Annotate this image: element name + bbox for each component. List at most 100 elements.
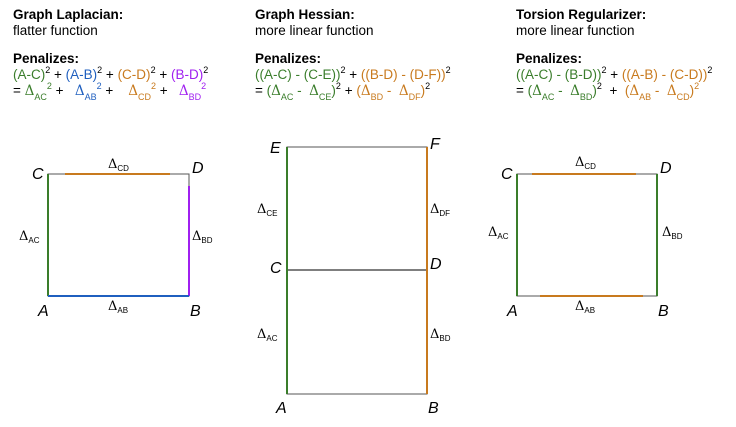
delta-symbol: Δ xyxy=(575,299,584,314)
delta-symbol: Δ xyxy=(108,157,117,172)
delta-symbol: Δ xyxy=(488,225,497,240)
panel-title: Graph Laplacian: xyxy=(13,7,124,22)
delta-symbol: Δ xyxy=(24,83,35,99)
edge-subscript: AC xyxy=(497,232,508,241)
formula-exponent: 2 xyxy=(340,64,346,75)
formula-delta-term: ΔCD xyxy=(666,83,690,101)
formula-text: ((A-C) - (C-E)) xyxy=(255,67,341,82)
formula-text: = xyxy=(516,83,528,98)
delta-subscript: AC xyxy=(280,91,294,102)
edge-subscript: AC xyxy=(28,236,39,245)
formula-exponent: 2 xyxy=(96,80,102,91)
panel-title: Torsion Regularizer: xyxy=(516,7,647,22)
panel-subtitle: flatter function xyxy=(13,23,98,38)
formula-delta-term: ΔAC xyxy=(532,83,554,101)
formula-text: + xyxy=(340,83,357,98)
formula-line-2: = ΔAC2 + ΔAB2 + ΔCD2 + ΔBD2 xyxy=(13,80,208,102)
delta-subscript: BD xyxy=(188,91,202,102)
delta-subscript: AC xyxy=(541,91,555,102)
label-delta-ce: ΔCE xyxy=(257,202,278,218)
formula-text: ( xyxy=(266,83,272,98)
delta-symbol: Δ xyxy=(430,327,439,342)
edge-subscript: CD xyxy=(117,164,129,173)
delta-subscript: AB xyxy=(639,91,652,102)
delta-symbol: Δ xyxy=(360,83,371,99)
laplacian-panel: Graph Laplacian: flatter function Penali… xyxy=(13,7,209,102)
hessian-diagram: E F C D A B ΔCE ΔDF ΔAC ΔBD xyxy=(257,136,451,417)
delta-subscript: CD xyxy=(137,91,151,102)
formula-text: - xyxy=(383,83,399,98)
delta-subscript: BD xyxy=(370,91,384,102)
formula-line-1: (A-C)2 + (A-B)2 + (C-D)2 + (B-D)2 xyxy=(13,64,209,83)
formula-text: ((A-C) - (B-D)) xyxy=(516,67,602,82)
formula-text: + xyxy=(50,67,66,82)
formula-exponent: 2 xyxy=(335,80,341,91)
formula-delta-term: ΔCD xyxy=(128,83,151,101)
delta-subscript: AB xyxy=(84,91,97,102)
formula-text: ) xyxy=(689,83,695,98)
delta-symbol: Δ xyxy=(257,327,266,342)
delta-symbol: Δ xyxy=(108,299,117,314)
laplacian-frame xyxy=(47,173,190,297)
formula-text: + xyxy=(102,67,118,82)
formula-text: + xyxy=(155,67,171,82)
node-d: D xyxy=(192,160,204,177)
formula-exponent: 2 xyxy=(425,80,431,91)
formula-text: = xyxy=(13,83,25,98)
node-f: F xyxy=(430,136,441,153)
node-a: A xyxy=(37,303,49,320)
formula-text: (A-C) xyxy=(13,67,46,82)
formula-exponent: 2 xyxy=(97,64,103,75)
formula-exponent: 2 xyxy=(601,64,607,75)
torsion-frame xyxy=(516,173,658,297)
label-delta-cd: ΔCD xyxy=(108,157,129,173)
formula-exponent: 2 xyxy=(445,64,451,75)
node-b: B xyxy=(428,400,439,417)
hessian-panel: Graph Hessian: more linear function Pena… xyxy=(255,7,451,102)
formula-exponent: 2 xyxy=(203,64,209,75)
penalizes-heading: Penalizes: xyxy=(516,51,583,66)
label-delta-bd: ΔBD xyxy=(430,327,451,343)
delta-symbol: Δ xyxy=(666,83,677,99)
formula-delta-term: ΔAC xyxy=(24,83,47,101)
formula-exponent: 2 xyxy=(201,80,207,91)
formula-text: ( xyxy=(624,83,630,98)
delta-symbol: Δ xyxy=(629,83,640,99)
node-c: C xyxy=(32,166,44,183)
formula-text: ( xyxy=(527,83,533,98)
delta-symbol: Δ xyxy=(570,83,580,99)
delta-symbol: Δ xyxy=(271,83,281,99)
delta-symbol: Δ xyxy=(575,155,584,170)
edge-subscript: CE xyxy=(266,209,277,218)
formula-text: = xyxy=(255,83,267,98)
label-delta-ab: ΔAB xyxy=(575,299,595,315)
formula-exponent: 2 xyxy=(46,80,52,91)
label-delta-ac: ΔAC xyxy=(488,225,509,241)
panel-subtitle: more linear function xyxy=(255,23,374,38)
label-delta-df: ΔDF xyxy=(430,202,450,218)
formula-text: (C-D) xyxy=(117,67,151,82)
formula-text: + xyxy=(51,83,75,98)
formula-text: + xyxy=(601,83,625,98)
formula-text: ((B-D) - (D-F)) xyxy=(360,67,446,82)
formula-delta-term: ΔDF xyxy=(399,83,421,101)
label-delta-ac: ΔAC xyxy=(19,229,40,245)
delta-symbol: Δ xyxy=(192,229,201,244)
delta-symbol: Δ xyxy=(257,202,266,217)
formula-text: ) xyxy=(420,83,426,98)
formula-exponent: 2 xyxy=(707,64,713,75)
formula-line-1: ((A-C) - (B-D))2 + ((A-B) - (C-D))2 xyxy=(516,64,713,83)
edge-subscript: AB xyxy=(584,306,595,315)
formula-delta-term: ΔBD xyxy=(570,83,592,101)
penalizes-heading: Penalizes: xyxy=(255,51,322,66)
delta-symbol: Δ xyxy=(128,83,138,99)
delta-symbol: Δ xyxy=(662,225,671,240)
delta-subscript: AC xyxy=(34,91,47,102)
formula-text: (B-D) xyxy=(170,67,204,82)
delta-symbol: Δ xyxy=(19,229,28,244)
edge-subscript: BD xyxy=(439,334,450,343)
formula-text: + xyxy=(101,83,129,98)
edge-subscript: BD xyxy=(201,236,212,245)
label-delta-ab: ΔAB xyxy=(108,299,128,315)
